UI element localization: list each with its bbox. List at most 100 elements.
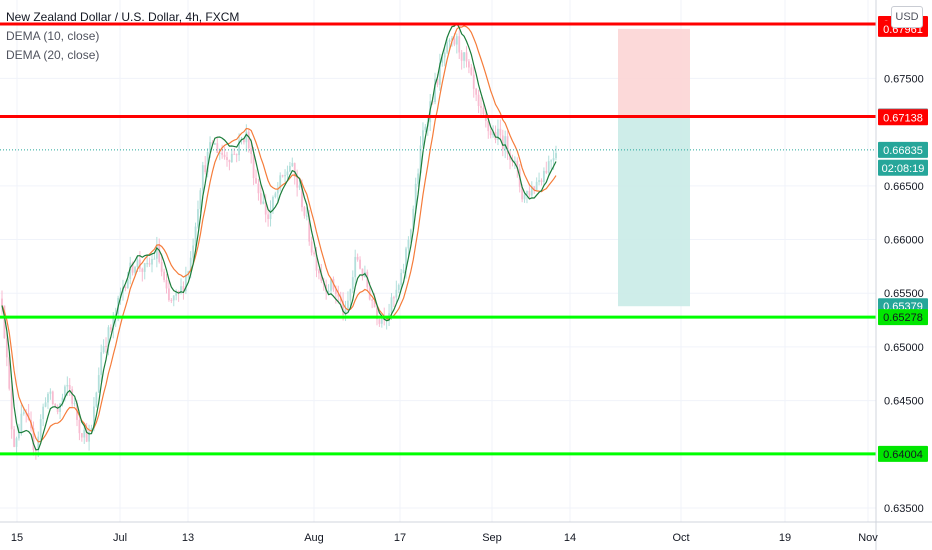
candle-body xyxy=(71,389,74,404)
price-tick-label: 0.66000 xyxy=(884,235,924,247)
stop-loss-zone[interactable] xyxy=(618,28,690,118)
candle-body xyxy=(61,397,64,404)
candle-body xyxy=(272,196,274,210)
take-profit-zone[interactable] xyxy=(618,117,690,307)
candle-body xyxy=(371,299,374,301)
candle-body xyxy=(8,357,11,389)
candle-body xyxy=(513,160,516,162)
candle-body xyxy=(497,128,499,140)
price-tag-background xyxy=(878,141,928,158)
candle-body xyxy=(44,402,47,407)
time-tick-label: Aug xyxy=(304,532,324,544)
candle-body xyxy=(143,263,146,272)
candle-body xyxy=(516,160,519,169)
candle-body xyxy=(199,190,202,210)
price-tag: 0.66835 xyxy=(878,141,928,158)
candle-body xyxy=(298,185,301,188)
candle-body xyxy=(213,143,216,145)
candle-body xyxy=(354,256,357,278)
candle-body xyxy=(34,450,37,452)
candle-body xyxy=(88,431,90,442)
price-tick-label: 0.67500 xyxy=(884,73,924,85)
candle-body xyxy=(221,152,224,155)
indicator-dema-20[interactable]: DEMA (20, close) xyxy=(6,48,100,62)
candle-body xyxy=(172,295,175,301)
candle-body xyxy=(400,272,403,286)
candle-body xyxy=(438,62,441,85)
candle-body xyxy=(100,352,103,376)
candle-body xyxy=(286,171,289,176)
candle-body xyxy=(126,278,129,289)
candle-body xyxy=(66,385,69,387)
price-tick-label: 0.65000 xyxy=(884,342,924,354)
candle-body xyxy=(252,153,255,179)
candle-body xyxy=(274,193,277,197)
candle-body xyxy=(378,319,381,324)
indicator-dema-10[interactable]: DEMA (10, close) xyxy=(6,29,100,43)
candle-body xyxy=(238,140,240,156)
candle-body xyxy=(18,432,20,439)
candle-body xyxy=(218,152,221,154)
candle-body xyxy=(170,300,173,302)
symbol-title[interactable]: New Zealand Dollar / U.S. Dollar, 4h, FX… xyxy=(6,10,240,24)
candle-body xyxy=(342,301,345,315)
candle-body xyxy=(463,52,465,61)
candle-body xyxy=(504,136,507,150)
candle-body xyxy=(535,181,538,190)
dema-10-line xyxy=(1,22,557,451)
price-tag-background xyxy=(878,109,928,126)
candle-body xyxy=(419,145,422,174)
candle-body xyxy=(434,78,436,103)
candle-body xyxy=(334,289,337,295)
candle-body xyxy=(538,180,540,182)
candle-body xyxy=(124,286,127,289)
candle-body xyxy=(470,67,473,75)
candle-body xyxy=(303,207,306,216)
currency-button[interactable]: USD xyxy=(891,6,923,28)
price-tick-label: 0.64500 xyxy=(884,396,924,408)
candle-body xyxy=(414,183,417,209)
candle-body xyxy=(226,157,228,160)
candle-body xyxy=(344,308,347,315)
candle-body xyxy=(194,226,197,246)
dema-20-line xyxy=(1,25,557,443)
candle-body xyxy=(131,262,134,273)
price-tag-background xyxy=(878,309,928,326)
price-tick-label: 0.65500 xyxy=(884,288,924,300)
candle-body xyxy=(356,256,359,260)
candle-body xyxy=(475,88,478,95)
time-tick-label: Oct xyxy=(672,532,689,544)
candle-body xyxy=(153,258,156,260)
candle-body xyxy=(281,175,284,177)
candle-body xyxy=(528,191,531,196)
candle-body xyxy=(63,386,66,398)
candle-body xyxy=(453,38,456,45)
candle-body xyxy=(523,194,526,200)
candle-body xyxy=(165,279,168,289)
price-tag: 0.67138 xyxy=(878,109,928,126)
candle-body xyxy=(47,393,49,403)
candle-body xyxy=(245,131,248,143)
price-tag-label: 0.66835 xyxy=(883,145,923,157)
candle-body xyxy=(59,403,61,412)
time-axis: 15 Jul 13 Aug 17 Sep 14 Oct 19 Nov xyxy=(11,532,878,544)
candle-body xyxy=(168,288,170,301)
candle-body xyxy=(288,165,291,172)
candle-body xyxy=(349,289,352,301)
time-tick-label: 19 xyxy=(779,532,791,544)
candle-body xyxy=(235,154,238,156)
time-tick-label: 13 xyxy=(182,532,194,544)
price-tag-label: 0.65278 xyxy=(883,312,923,324)
candle-body xyxy=(267,214,270,219)
candle-body xyxy=(182,286,185,291)
candle-body xyxy=(351,277,354,290)
candle-body xyxy=(393,297,395,299)
candle-body xyxy=(455,36,458,45)
candle-body xyxy=(177,291,180,293)
candle-body xyxy=(80,433,83,438)
candle-body xyxy=(318,270,320,274)
candle-body xyxy=(97,375,100,393)
candle-body xyxy=(129,262,132,279)
time-tick-label: Nov xyxy=(858,532,878,544)
